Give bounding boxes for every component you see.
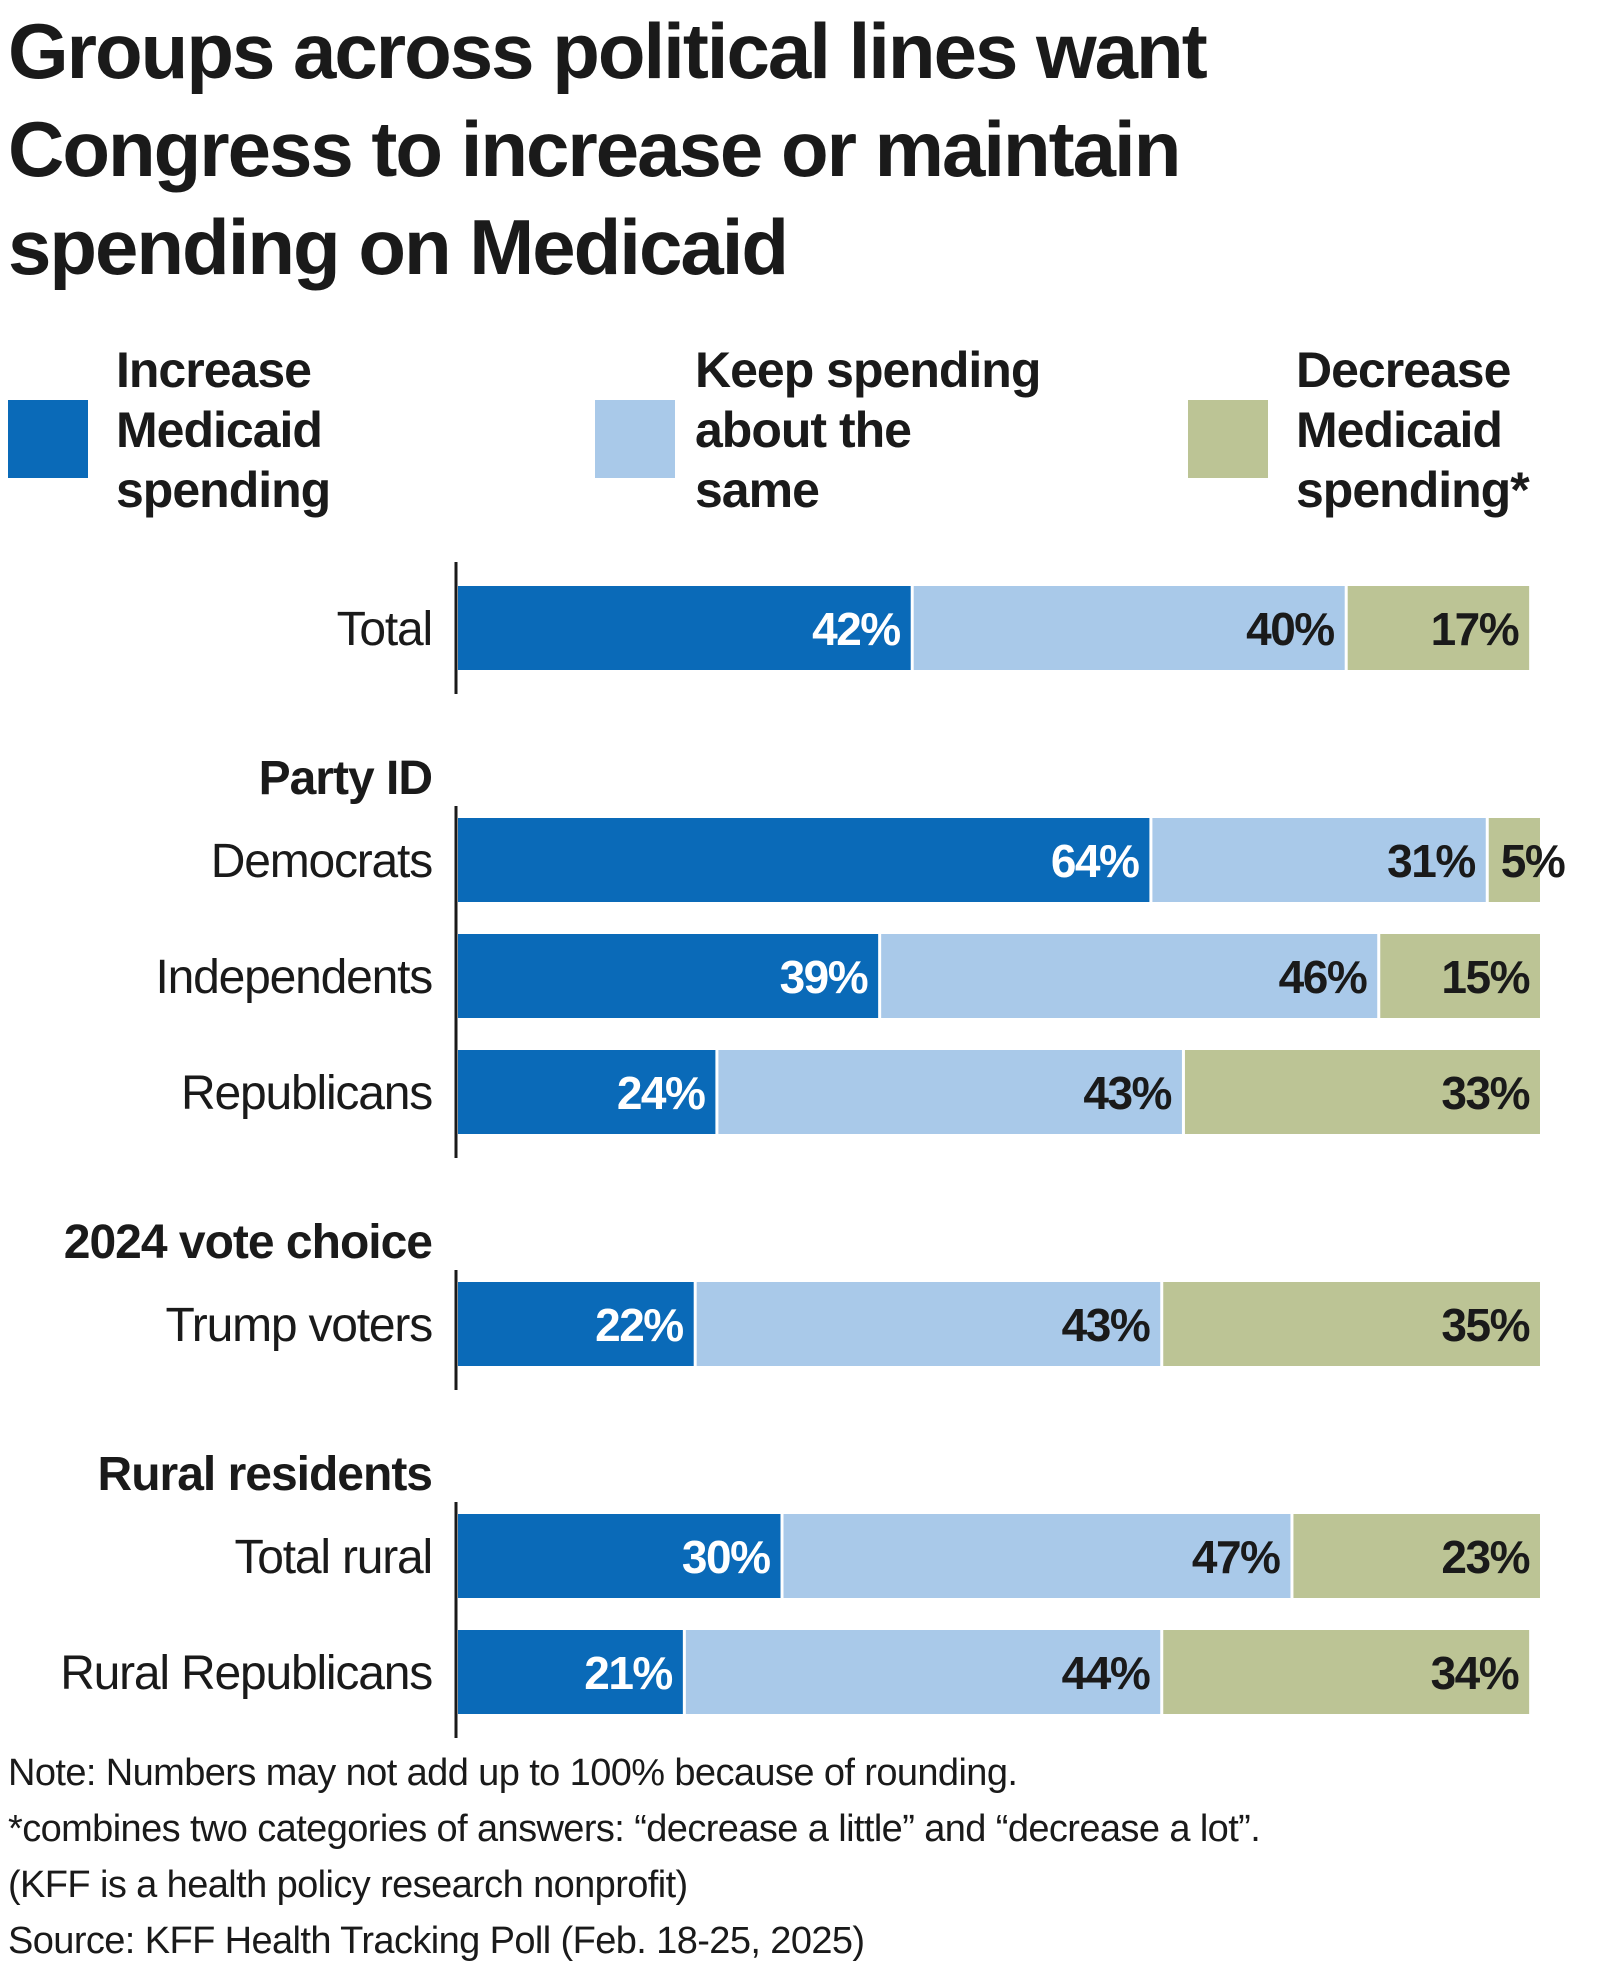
title-line: Congress to increase or maintain <box>8 105 1181 193</box>
category-label: Republicans <box>181 1067 432 1120</box>
bar-value-label: 31% <box>1387 835 1475 887</box>
bar-segment-same <box>685 1630 1161 1714</box>
bar-segment-same <box>696 1282 1161 1366</box>
bar-segment-decrease <box>1163 1282 1540 1366</box>
bar-value-label: 21% <box>584 1647 672 1699</box>
bar-segment-same <box>913 586 1345 670</box>
bar-segment-increase <box>458 1050 716 1134</box>
category-label: Rural Republicans <box>60 1647 432 1700</box>
bar-value-label: 39% <box>780 951 868 1003</box>
chart-notes: Note: Numbers may not add up to 100% bec… <box>8 1745 1598 1969</box>
bar-segment-increase <box>458 818 1150 902</box>
bar-value-label: 17% <box>1431 603 1519 655</box>
bar-segment-decrease <box>1347 586 1530 670</box>
title-line: spending on Medicaid <box>8 203 789 291</box>
legend-label-line: Decrease <box>1296 342 1511 398</box>
category-label: Independents <box>155 951 432 1004</box>
bar-value-label: 42% <box>812 603 900 655</box>
bar-segment-same <box>1152 818 1486 902</box>
bar-value-label: 24% <box>617 1067 705 1119</box>
bar-value-label: 22% <box>595 1299 683 1351</box>
bar-segment-increase <box>458 1514 781 1598</box>
bar-value-label: 34% <box>1431 1647 1519 1699</box>
note-kff: (KFF is a health policy research nonprof… <box>8 1864 688 1906</box>
legend-label-line: Keep spending <box>695 342 1041 398</box>
bar-segment-decrease <box>1488 818 1540 902</box>
bar-value-label: 64% <box>1051 835 1139 887</box>
legend-label-line: spending* <box>1296 462 1530 518</box>
legend-label-line: same <box>695 462 820 518</box>
legend-label-decrease: Decrease Medicaid spending* <box>1296 340 1530 520</box>
bar-value-label: 33% <box>1441 1067 1529 1119</box>
bar-value-label: 30% <box>682 1531 770 1583</box>
category-label: Total rural <box>234 1531 432 1584</box>
bar-value-label: 5% <box>1501 835 1565 887</box>
group-heading: Party ID <box>259 752 432 805</box>
category-label: Trump voters <box>165 1299 432 1352</box>
legend-label-line: Medicaid <box>1296 402 1503 458</box>
bar-value-label: 46% <box>1279 951 1367 1003</box>
bar-segment-increase <box>458 586 911 670</box>
note-source: Source: KFF Health Tracking Poll (Feb. 1… <box>8 1920 865 1962</box>
note-footnote: *combines two categories of answers: “de… <box>8 1808 1261 1850</box>
bar-segment-same <box>718 1050 1182 1134</box>
note-rounding: Note: Numbers may not add up to 100% bec… <box>8 1752 1018 1794</box>
legend-label-line: spending <box>116 462 331 518</box>
bar-value-label: 43% <box>1062 1299 1150 1351</box>
title-line: Groups across political lines want <box>8 7 1208 95</box>
bar-value-label: 40% <box>1246 603 1334 655</box>
legend-label-line: about the <box>695 402 912 458</box>
bar-segment-decrease <box>1293 1514 1540 1598</box>
bar-segment-increase <box>458 1630 683 1714</box>
bar-value-label: 43% <box>1083 1067 1171 1119</box>
group-heading: 2024 vote choice <box>64 1216 433 1269</box>
legend-swatch-decrease <box>1188 400 1268 478</box>
legend-label-line: Increase <box>116 342 312 398</box>
category-label: Total <box>337 603 432 656</box>
bar-value-label: 44% <box>1062 1647 1150 1699</box>
bar-value-label: 23% <box>1441 1531 1529 1583</box>
legend-swatch-increase <box>8 400 88 478</box>
legend-label-line: Medicaid <box>116 402 323 458</box>
stacked-bar-chart: Total 42% 40% 17% Party ID Democrats 64% 31% 5% I… <box>60 562 1566 1738</box>
legend-swatch-same <box>595 400 675 478</box>
bar-value-label: 35% <box>1441 1299 1529 1351</box>
chart-title: Groups across political lines want Congr… <box>8 2 1568 296</box>
bar-segment-increase <box>458 934 879 1018</box>
bar-segment-increase <box>458 1282 694 1366</box>
bar-value-label: 47% <box>1192 1531 1280 1583</box>
bar-value-label: 15% <box>1441 951 1529 1003</box>
bar-segment-same <box>783 1514 1291 1598</box>
category-label: Democrats <box>211 835 432 888</box>
bar-segment-decrease <box>1163 1630 1530 1714</box>
bar-segment-same <box>881 934 1378 1018</box>
bar-segment-decrease <box>1380 934 1540 1018</box>
bar-segment-decrease <box>1184 1050 1540 1134</box>
legend-label-increase: Increase Medicaid spending <box>116 340 331 520</box>
legend-label-same: Keep spending about the same <box>695 340 1041 520</box>
group-heading: Rural residents <box>98 1448 432 1501</box>
